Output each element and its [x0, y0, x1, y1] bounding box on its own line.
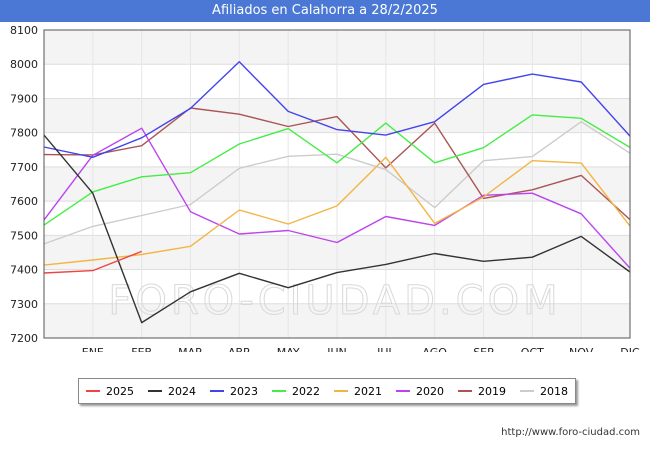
x-tick-label: MAR [178, 346, 203, 352]
legend-item-2022: 2022 [272, 385, 320, 398]
series-line-2024 [43, 134, 631, 324]
y-tick-label: 7500 [10, 229, 38, 242]
legend-label: 2024 [168, 384, 196, 398]
legend-swatch [458, 390, 472, 392]
legend-item-2018: 2018 [520, 385, 568, 398]
y-tick-label: 8100 [10, 24, 38, 37]
series-line-2019 [43, 107, 631, 221]
x-tick-label: FEB [131, 346, 152, 352]
series-line-2023 [43, 61, 631, 159]
legend-label: 2023 [230, 384, 258, 398]
legend-label: 2025 [106, 384, 134, 398]
legend-swatch [86, 390, 100, 392]
x-axis: ENE FEB MAR ABR MAY JUN JUL AGO SEP OCT NOV DIC [82, 346, 640, 352]
x-tick-label: JUL [376, 346, 395, 352]
legend-swatch [396, 390, 410, 392]
x-tick-label: OCT [521, 346, 544, 352]
y-tick-label: 7800 [10, 127, 38, 140]
legend-swatch [148, 390, 162, 392]
grid-lines [44, 29, 630, 339]
x-tick-label: SEP [473, 346, 494, 352]
legend-label: 2020 [416, 384, 444, 398]
legend-label: 2021 [354, 384, 382, 398]
x-tick-label: ENE [82, 346, 104, 352]
series-line-2020 [43, 127, 631, 269]
legend-label: 2022 [292, 384, 320, 398]
legend-label: 2019 [478, 384, 506, 398]
series-line-2018 [43, 120, 631, 245]
series-line-2025 [43, 250, 142, 274]
y-tick-label: 7400 [10, 264, 38, 277]
plot-frame [43, 29, 631, 339]
chart-title: Afiliados en Calahorra a 28/2/2025 [0, 0, 650, 22]
legend: 2025 2024 2023 2022 2021 2020 2019 2018 [78, 378, 576, 404]
y-tick-label: 7600 [10, 195, 38, 208]
legend-swatch [272, 390, 286, 392]
legend-item-2019: 2019 [458, 385, 506, 398]
legend-item-2021: 2021 [334, 385, 382, 398]
x-tick-label: AGO [422, 346, 447, 352]
legend-item-2025: 2025 [86, 385, 134, 398]
x-tick-label: NOV [569, 346, 594, 352]
legend-swatch [334, 390, 348, 392]
legend-label: 2018 [540, 384, 568, 398]
watermark: FORO-CIUDAD.COM [108, 278, 561, 324]
y-axis: 7200 7300 7400 7500 7600 7700 7800 7900 8000 8100 [10, 24, 38, 345]
legend-item-2020: 2020 [396, 385, 444, 398]
line-chart: FORO-CIUDAD.COM 7200 7300 7400 7500 7600 7700… [10, 24, 640, 352]
x-tick-label: MAY [277, 346, 300, 352]
series-line-2021 [43, 156, 631, 266]
y-tick-label: 8000 [10, 58, 38, 71]
source-credit: http://www.foro-ciudad.com [501, 427, 640, 438]
y-tick-label: 7900 [10, 92, 38, 105]
legend-item-2023: 2023 [210, 385, 258, 398]
series-lines [43, 61, 631, 324]
x-tick-label: DIC [620, 346, 640, 352]
x-tick-label: JUN [326, 346, 347, 352]
legend-item-2024: 2024 [148, 385, 196, 398]
series-line-2022 [43, 114, 631, 226]
legend-swatch [210, 390, 224, 392]
x-tick-label: ABR [228, 346, 251, 352]
y-tick-label: 7200 [10, 332, 38, 345]
y-tick-label: 7300 [10, 298, 38, 311]
legend-swatch [520, 390, 534, 392]
y-tick-label: 7700 [10, 161, 38, 174]
